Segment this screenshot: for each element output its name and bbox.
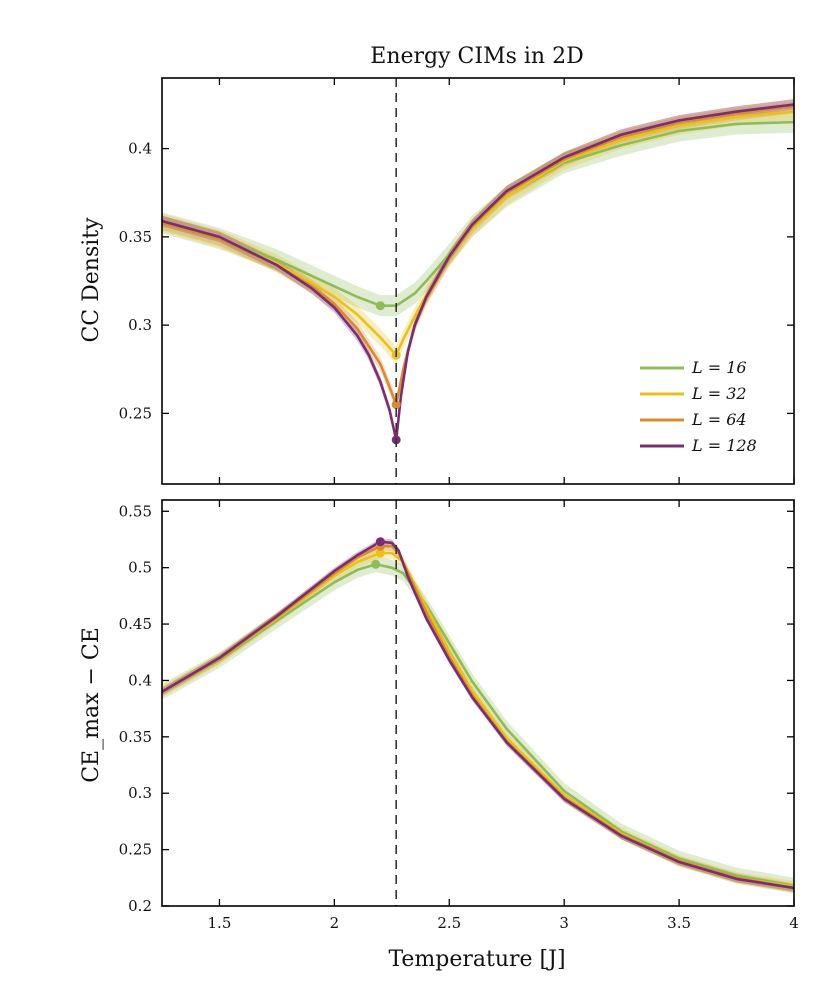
bottom-panel: 1.5 2 2.5 3 3.5 4 0.2 0.25 0.3 0.35 0.4 0.45 0.5 0.55 bbox=[119, 499, 799, 932]
legend-item-L128: L = 128 bbox=[640, 436, 757, 455]
y-tick-label: 0.3 bbox=[128, 316, 152, 334]
series-band-L16 bbox=[162, 111, 794, 317]
legend-item-L32: L = 32 bbox=[640, 384, 747, 403]
y-tick-label: 0.4 bbox=[128, 671, 152, 689]
legend-label: L = 128 bbox=[691, 436, 757, 455]
legend-item-L64: L = 64 bbox=[640, 410, 747, 429]
chart-title: Energy CIMs in 2D bbox=[370, 44, 583, 69]
series-line-L128 bbox=[162, 540, 794, 890]
x-tick-label: 4 bbox=[789, 914, 799, 932]
series-band-L16 bbox=[162, 556, 794, 894]
extremum-marker-L128 bbox=[375, 537, 385, 547]
series-line-L16 bbox=[162, 562, 794, 887]
plot-area bbox=[162, 537, 794, 894]
top-panel: 0.25 0.3 0.35 0.4 bbox=[119, 77, 795, 485]
y-tick-label: 0.55 bbox=[119, 502, 152, 520]
series-band-L128 bbox=[162, 538, 794, 892]
y-tick-label: 0.25 bbox=[119, 841, 152, 859]
axes-frame bbox=[161, 77, 795, 485]
axes-frame bbox=[161, 499, 795, 907]
y-tick-label: 0.2 bbox=[128, 897, 152, 915]
x-axis-title: Temperature [J] bbox=[388, 947, 565, 972]
x-tick-label: 2.5 bbox=[437, 914, 461, 932]
x-tick-label: 3.5 bbox=[667, 914, 691, 932]
y-tick-label: 0.45 bbox=[119, 615, 152, 633]
plot-area bbox=[162, 99, 794, 446]
y-tick-label: 0.25 bbox=[119, 404, 152, 422]
y-axis-title-bottom: CE_max − CE bbox=[79, 627, 104, 783]
extremum-marker-L32 bbox=[375, 548, 385, 558]
series-line-L16 bbox=[162, 120, 794, 308]
legend: L = 16 L = 32 L = 64 L = 128 bbox=[640, 358, 757, 455]
y-tick-label: 0.35 bbox=[119, 228, 152, 246]
x-tick-label: 2 bbox=[330, 914, 340, 932]
x-tick-label: 1.5 bbox=[208, 914, 232, 932]
y-tick-label: 0.5 bbox=[128, 559, 152, 577]
legend-label: L = 64 bbox=[691, 410, 747, 429]
series-line-L32 bbox=[162, 551, 794, 889]
series-line-L64 bbox=[162, 544, 794, 890]
extremum-marker-L64 bbox=[391, 400, 401, 410]
y-axis-title-top: CC Density bbox=[79, 217, 104, 343]
series-line-L128 bbox=[162, 103, 794, 442]
y-tick-label: 0.3 bbox=[128, 784, 152, 802]
legend-label: L = 32 bbox=[691, 384, 747, 403]
legend-label: L = 16 bbox=[691, 358, 747, 377]
y-tick-label: 0.35 bbox=[119, 728, 152, 746]
x-tick-label: 3 bbox=[559, 914, 569, 932]
series-band-L32 bbox=[162, 102, 794, 364]
extremum-marker-L16 bbox=[375, 301, 385, 311]
series-line-L32 bbox=[162, 110, 794, 357]
series-band-L64 bbox=[162, 541, 794, 893]
extremum-marker-L16 bbox=[371, 559, 381, 569]
y-tick-label: 0.4 bbox=[128, 140, 152, 158]
series-band-L32 bbox=[162, 547, 794, 893]
legend-item-L16: L = 16 bbox=[640, 358, 747, 377]
